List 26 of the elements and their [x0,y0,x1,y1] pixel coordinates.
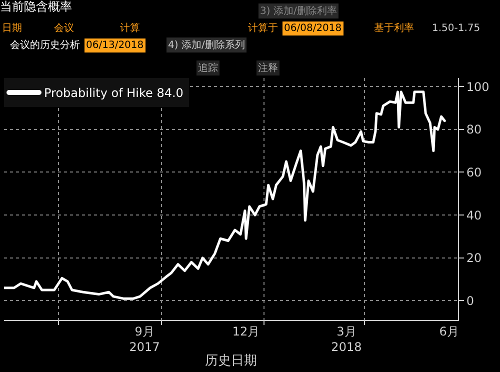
x-tick-label: 6月 [439,324,459,338]
text: 06/13/2018 [86,40,144,51]
text: 1.50-1.75 [432,23,480,34]
text: 3) 添加/删除利率 [260,5,337,17]
y-tick-label: 100 [466,80,490,94]
text: 注释 [258,62,278,74]
text: 会议的历史分析 [10,39,80,51]
x-tick-label: 9月 2017 [129,324,160,354]
text: 日期 [2,22,22,34]
y-tick-label: 60 [466,165,482,180]
x-axis-title: 历史日期 [205,354,257,369]
text: 基于利率 [374,22,414,34]
text: 会议 [54,22,74,34]
x-tick-label: 12月 [232,324,260,338]
x-tick-label: 3月 2018 [331,324,362,354]
text: 计算 [120,22,140,34]
text: 追踪 [198,62,218,74]
y-tick-label: 0 [466,294,474,308]
text: 06/08/2018 [284,23,342,34]
y-tick-label: 40 [466,208,482,222]
legend-label: Probability of Hike 84.0 [44,86,184,100]
y-tick-label: 80 [466,122,482,137]
text: 4) 添加/删除系列 [168,39,245,51]
chart-title: 当前隐含概率 [0,0,72,14]
text: 计算于 [248,22,278,34]
y-tick-label: 20 [466,251,482,266]
